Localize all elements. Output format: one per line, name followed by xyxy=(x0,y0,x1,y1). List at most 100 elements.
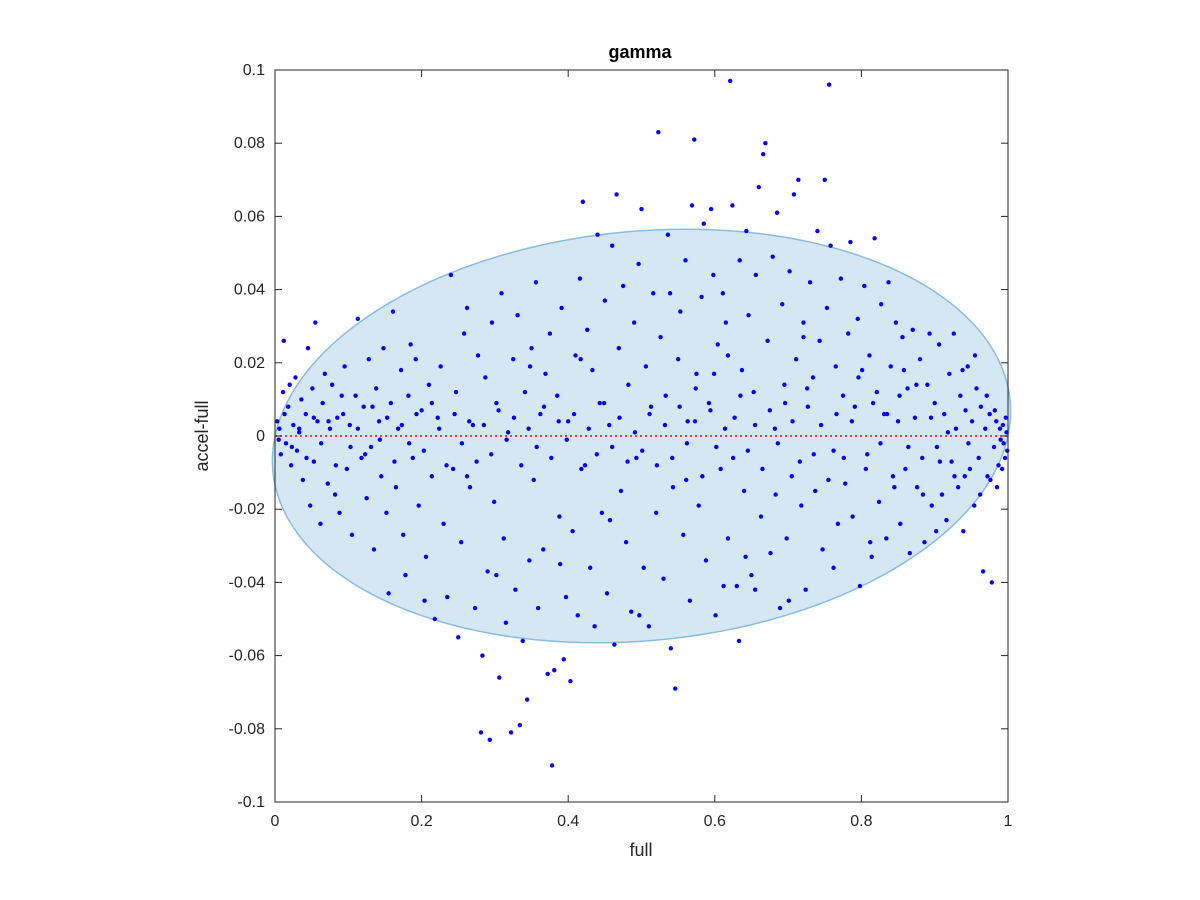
data-point xyxy=(504,437,509,442)
data-point xyxy=(818,422,824,428)
data-point xyxy=(393,485,399,490)
data-point xyxy=(585,327,590,333)
plot-area: 0 0.2 0.4 0.6 0.8 1 -0.1 -0.08 -0.06 -0.04 -0.02 0… xyxy=(229,62,1013,830)
data-point xyxy=(983,426,988,431)
data-point xyxy=(494,572,499,578)
data-point xyxy=(856,375,861,380)
data-point xyxy=(575,613,580,618)
data-point xyxy=(392,459,397,464)
data-point xyxy=(933,528,939,534)
data-point xyxy=(355,426,361,431)
data-point xyxy=(450,466,456,472)
data-point xyxy=(480,653,485,658)
data-point xyxy=(414,411,419,417)
data-point xyxy=(855,316,860,322)
data-point xyxy=(376,419,382,424)
data-point xyxy=(994,419,999,424)
data-point xyxy=(461,331,467,336)
data-point xyxy=(647,411,652,417)
data-point xyxy=(494,400,499,406)
data-point xyxy=(349,532,355,538)
data-point xyxy=(888,364,893,369)
data-point xyxy=(527,558,532,563)
data-point xyxy=(725,536,731,541)
data-point xyxy=(784,536,789,541)
data-point xyxy=(835,521,841,527)
data-point xyxy=(693,386,698,391)
data-point xyxy=(906,444,911,450)
data-point xyxy=(609,243,615,248)
data-point xyxy=(517,722,523,728)
data-point xyxy=(701,221,706,226)
data-point xyxy=(797,459,803,464)
data-point xyxy=(681,532,686,538)
data-point xyxy=(736,638,742,644)
data-point xyxy=(453,389,459,395)
data-point xyxy=(318,441,324,446)
y-tick-label: -0.1 xyxy=(237,794,265,811)
data-point xyxy=(559,305,564,311)
data-point xyxy=(944,517,949,523)
data-point xyxy=(687,598,693,603)
data-point xyxy=(294,448,300,453)
data-point xyxy=(998,437,1003,442)
data-point xyxy=(718,466,723,472)
data-point xyxy=(801,334,806,340)
data-point xyxy=(626,382,631,387)
data-point xyxy=(897,393,902,398)
data-point xyxy=(549,763,555,768)
data-point xyxy=(384,510,389,516)
data-point xyxy=(826,82,832,87)
data-point xyxy=(831,565,836,570)
data-point xyxy=(867,353,872,358)
data-point xyxy=(348,444,353,450)
data-point xyxy=(815,228,820,234)
data-point xyxy=(413,356,418,362)
data-point xyxy=(684,441,690,446)
data-point xyxy=(534,444,539,450)
data-point xyxy=(862,283,867,289)
data-point xyxy=(711,371,717,376)
data-point xyxy=(713,613,718,618)
data-point xyxy=(597,400,602,406)
data-point xyxy=(774,210,780,215)
data-point xyxy=(315,419,320,424)
data-point xyxy=(667,291,673,296)
data-point xyxy=(878,302,884,307)
data-point xyxy=(586,426,591,431)
data-point xyxy=(578,356,583,362)
data-point xyxy=(952,474,957,479)
data-point xyxy=(616,345,621,351)
data-point xyxy=(617,415,622,420)
data-point xyxy=(743,554,748,559)
data-point xyxy=(925,382,930,387)
data-point xyxy=(310,386,315,391)
y-tick-label: -0.04 xyxy=(229,574,266,591)
data-point xyxy=(283,441,289,446)
data-point xyxy=(285,404,291,409)
data-point xyxy=(692,419,698,424)
data-point xyxy=(406,393,411,398)
data-point xyxy=(444,463,449,468)
data-point xyxy=(811,452,816,457)
data-point xyxy=(980,569,986,574)
data-point xyxy=(673,686,678,691)
data-point xyxy=(467,485,473,490)
data-point xyxy=(706,400,712,406)
data-point xyxy=(760,151,766,157)
data-point xyxy=(849,419,855,424)
data-point xyxy=(452,411,457,417)
data-point xyxy=(529,345,534,351)
data-point xyxy=(745,448,750,453)
data-point xyxy=(571,411,577,417)
data-point xyxy=(275,419,280,424)
data-point xyxy=(426,382,432,387)
data-point xyxy=(989,580,995,585)
data-point xyxy=(892,485,897,490)
data-point xyxy=(618,488,624,494)
data-point xyxy=(623,539,629,545)
data-point xyxy=(912,415,918,420)
data-point xyxy=(403,572,408,578)
data-point xyxy=(590,367,595,373)
data-point xyxy=(870,400,876,406)
